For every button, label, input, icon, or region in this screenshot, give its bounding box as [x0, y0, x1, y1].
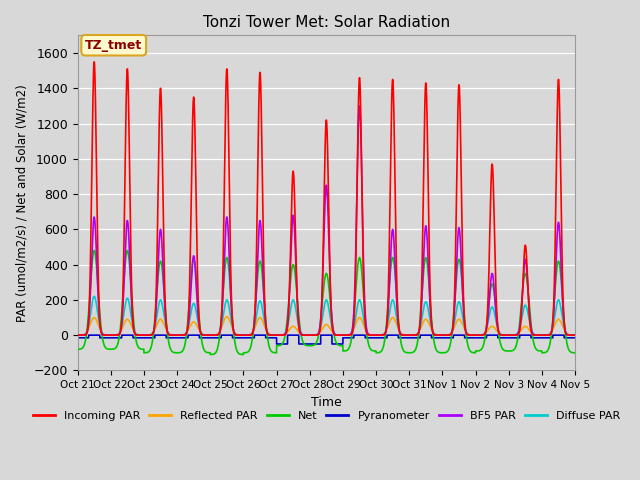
- Y-axis label: PAR (umol/m2/s) / Net and Solar (W/m2): PAR (umol/m2/s) / Net and Solar (W/m2): [15, 84, 28, 322]
- Title: Tonzi Tower Met: Solar Radiation: Tonzi Tower Met: Solar Radiation: [203, 15, 450, 30]
- Legend: Incoming PAR, Reflected PAR, Net, Pyranometer, BF5 PAR, Diffuse PAR: Incoming PAR, Reflected PAR, Net, Pyrano…: [28, 406, 625, 425]
- Text: TZ_tmet: TZ_tmet: [85, 39, 142, 52]
- X-axis label: Time: Time: [311, 396, 342, 408]
